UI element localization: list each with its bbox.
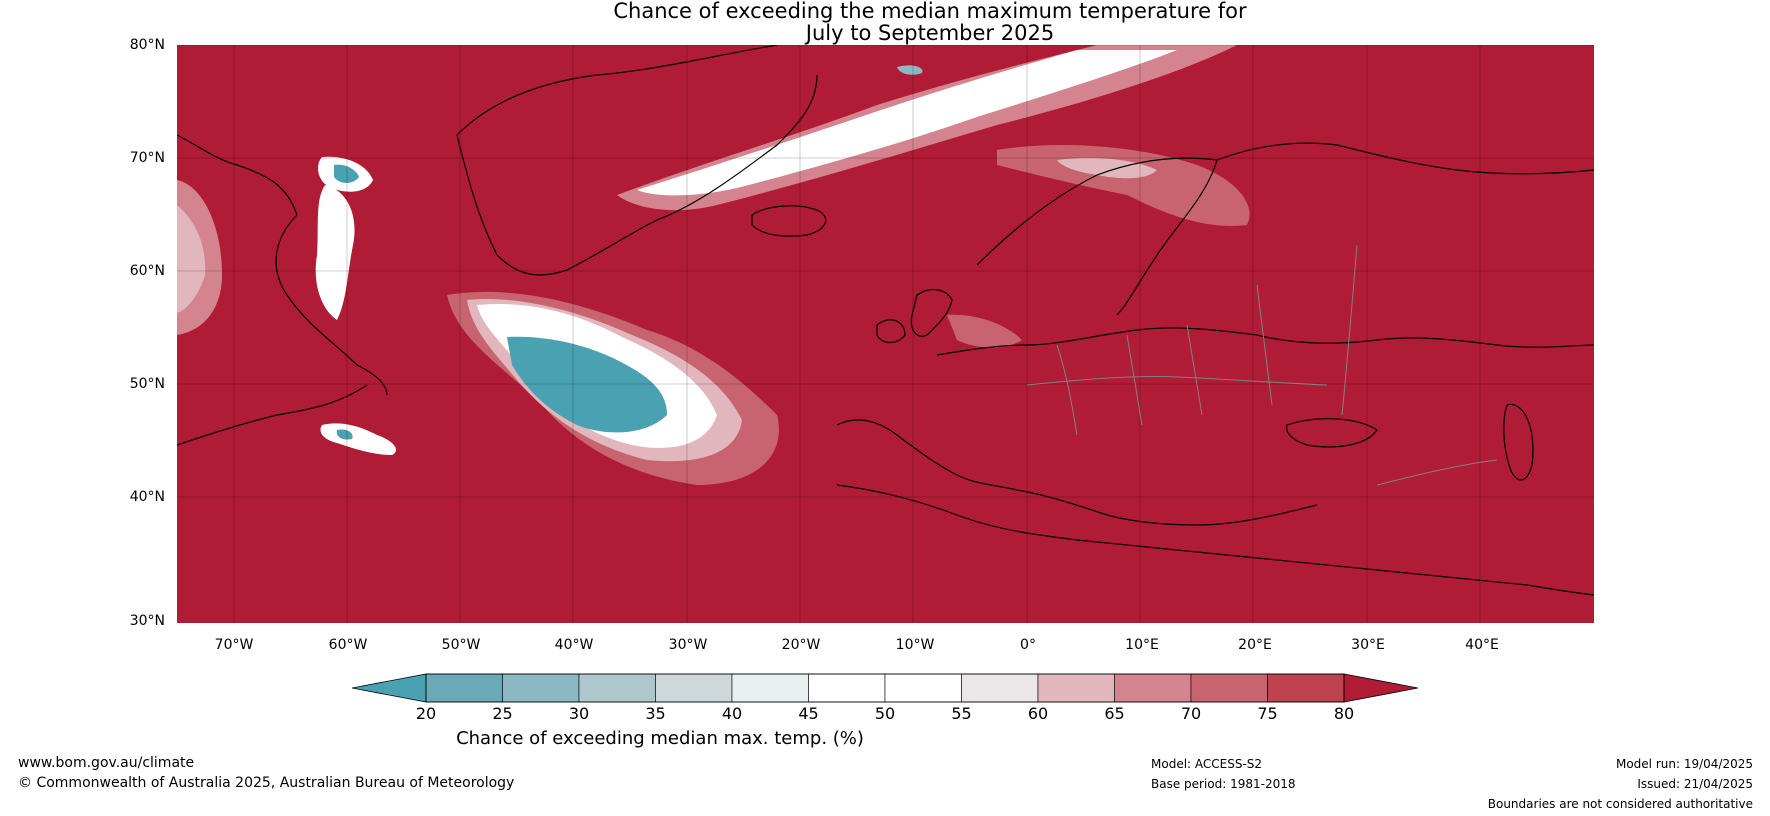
lat-label-30n: 30°N <box>129 613 165 629</box>
probability-contours <box>177 45 1250 485</box>
colorbar-tick-label: 75 <box>1257 704 1278 723</box>
national-borders <box>1026 244 1498 486</box>
lon-label-10e: 10°E <box>1125 637 1159 653</box>
colorbar-segment <box>1267 673 1345 703</box>
lon-label-30w: 30°W <box>668 637 708 653</box>
colorbar-segment <box>578 673 656 703</box>
colorbar-tick-label: 65 <box>1104 704 1125 723</box>
lon-label-10w: 10°W <box>895 637 935 653</box>
map-panel: 80°N 70°N 60°N 50°N 40°N 30°N <box>130 37 1594 629</box>
lon-label-50w: 50°W <box>441 637 481 653</box>
colorbar-tick-label: 25 <box>492 704 513 723</box>
footer-boundaries-note: Boundaries are not considered authoritat… <box>1487 797 1753 811</box>
lon-label-20e: 20°E <box>1238 637 1272 653</box>
lon-label-20w: 20°W <box>781 637 821 653</box>
footer-base-period: Base period: 1981-2018 <box>1151 777 1296 791</box>
colorbar-tick-label: 40 <box>721 704 743 723</box>
footer-website: www.bom.gov.au/climate <box>18 755 195 771</box>
colorbar-tick-label: 60 <box>1027 704 1049 723</box>
lon-label-40w: 40°W <box>554 637 594 653</box>
lat-label-50n: 50°N <box>129 376 165 392</box>
colorbar-segment <box>425 673 503 703</box>
colorbar-segment <box>808 673 886 703</box>
colorbar-low-extension <box>352 673 427 703</box>
colorbar-segment <box>731 673 809 703</box>
colorbar-high-extension <box>1343 673 1418 703</box>
colorbar-segment <box>502 673 580 703</box>
colorbar-segment <box>961 673 1039 703</box>
footer-model-run: Model run: 19/04/2025 <box>1615 757 1753 771</box>
colorbar-tick-label: 50 <box>874 704 896 723</box>
colorbar-tick-label: 70 <box>1180 704 1202 723</box>
lon-label-40e: 40°E <box>1465 637 1499 653</box>
colorbar-label: Chance of exceeding median max. temp. (%… <box>456 728 864 749</box>
colorbar-segments <box>425 673 1345 703</box>
lon-label-0: 0° <box>1020 637 1036 653</box>
lat-label-80n: 80°N <box>129 37 165 53</box>
colorbar-tick-label: 55 <box>951 704 972 723</box>
lat-label-40n: 40°N <box>129 489 165 505</box>
lon-label-30e: 30°E <box>1351 637 1385 653</box>
lat-label-60n: 60°N <box>129 263 165 279</box>
colorbar-segment <box>1037 673 1115 703</box>
colorbar-segment <box>884 673 962 703</box>
colorbar <box>352 673 1418 703</box>
graticule <box>177 45 1594 623</box>
lon-label-70w: 70°W <box>214 637 254 653</box>
colorbar-tick-label: 30 <box>568 704 590 723</box>
colorbar-tick-label: 45 <box>798 704 819 723</box>
colorbar-tick-label: 35 <box>645 704 666 723</box>
lat-label-70n: 70°N <box>129 150 165 166</box>
footer-issued: Issued: 21/04/2025 <box>1637 777 1753 791</box>
lon-label-60w: 60°W <box>328 637 368 653</box>
colorbar-segment <box>1114 673 1192 703</box>
footer-copyright: © Commonwealth of Australia 2025, Austra… <box>18 775 515 791</box>
colorbar-tick-label: 80 <box>1333 704 1355 723</box>
map-title-line-1: Chance of exceeding the median maximum t… <box>613 0 1247 23</box>
map-title-line-2: July to September 2025 <box>805 21 1055 45</box>
coastlines <box>177 45 1594 596</box>
colorbar-segment <box>655 673 733 703</box>
colorbar-segment <box>1190 673 1268 703</box>
colorbar-tick-label: 20 <box>415 704 437 723</box>
probability-map <box>177 45 1594 623</box>
footer-model: Model: ACCESS-S2 <box>1151 757 1263 771</box>
